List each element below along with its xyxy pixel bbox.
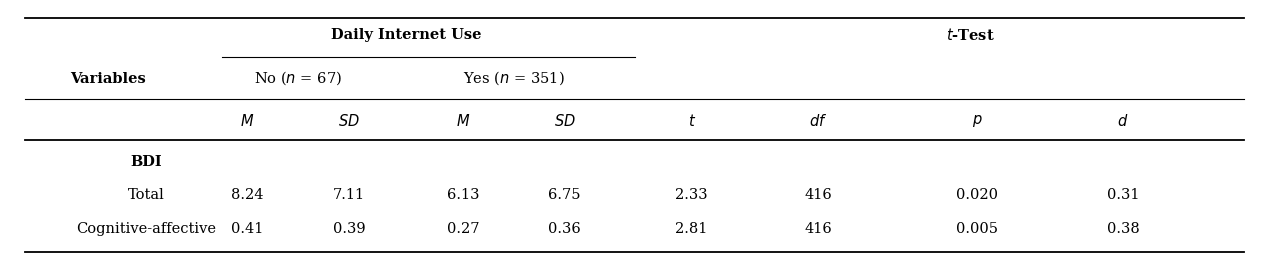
Text: 0.38: 0.38	[1107, 222, 1140, 236]
Text: $df$: $df$	[810, 113, 827, 129]
Text: 416: 416	[805, 188, 832, 202]
Text: $M$: $M$	[456, 113, 471, 129]
Text: 8.24: 8.24	[231, 188, 264, 202]
Text: $p$: $p$	[972, 113, 982, 129]
Text: 7.11: 7.11	[332, 188, 365, 202]
Text: 0.39: 0.39	[332, 222, 365, 236]
Text: Daily Internet Use: Daily Internet Use	[331, 28, 481, 42]
Text: BDI: BDI	[131, 155, 161, 170]
Text: 0.36: 0.36	[548, 222, 581, 236]
Text: 0.005: 0.005	[956, 222, 999, 236]
Text: 0.27: 0.27	[447, 222, 480, 236]
Text: $t$-Test: $t$-Test	[947, 27, 995, 43]
Text: 6.75: 6.75	[548, 188, 581, 202]
Text: Yes ($n$ = 351): Yes ($n$ = 351)	[463, 69, 565, 87]
Text: 0.31: 0.31	[1107, 188, 1140, 202]
Text: $d$: $d$	[1118, 113, 1128, 129]
Text: $t$: $t$	[688, 113, 695, 129]
Text: $M$: $M$	[240, 113, 255, 129]
Text: 416: 416	[805, 222, 832, 236]
Text: 2.33: 2.33	[675, 188, 708, 202]
Text: $SD$: $SD$	[553, 113, 576, 129]
Text: $SD$: $SD$	[338, 113, 360, 129]
Text: 0.020: 0.020	[956, 188, 999, 202]
Text: Cognitive-affective: Cognitive-affective	[76, 222, 216, 236]
Text: 2.81: 2.81	[675, 222, 708, 236]
Text: 0.41: 0.41	[231, 222, 264, 236]
Text: 6.13: 6.13	[447, 188, 480, 202]
Text: Total: Total	[128, 188, 164, 202]
Text: No ($n$ = 67): No ($n$ = 67)	[254, 69, 343, 87]
Text: Variables: Variables	[70, 72, 146, 86]
